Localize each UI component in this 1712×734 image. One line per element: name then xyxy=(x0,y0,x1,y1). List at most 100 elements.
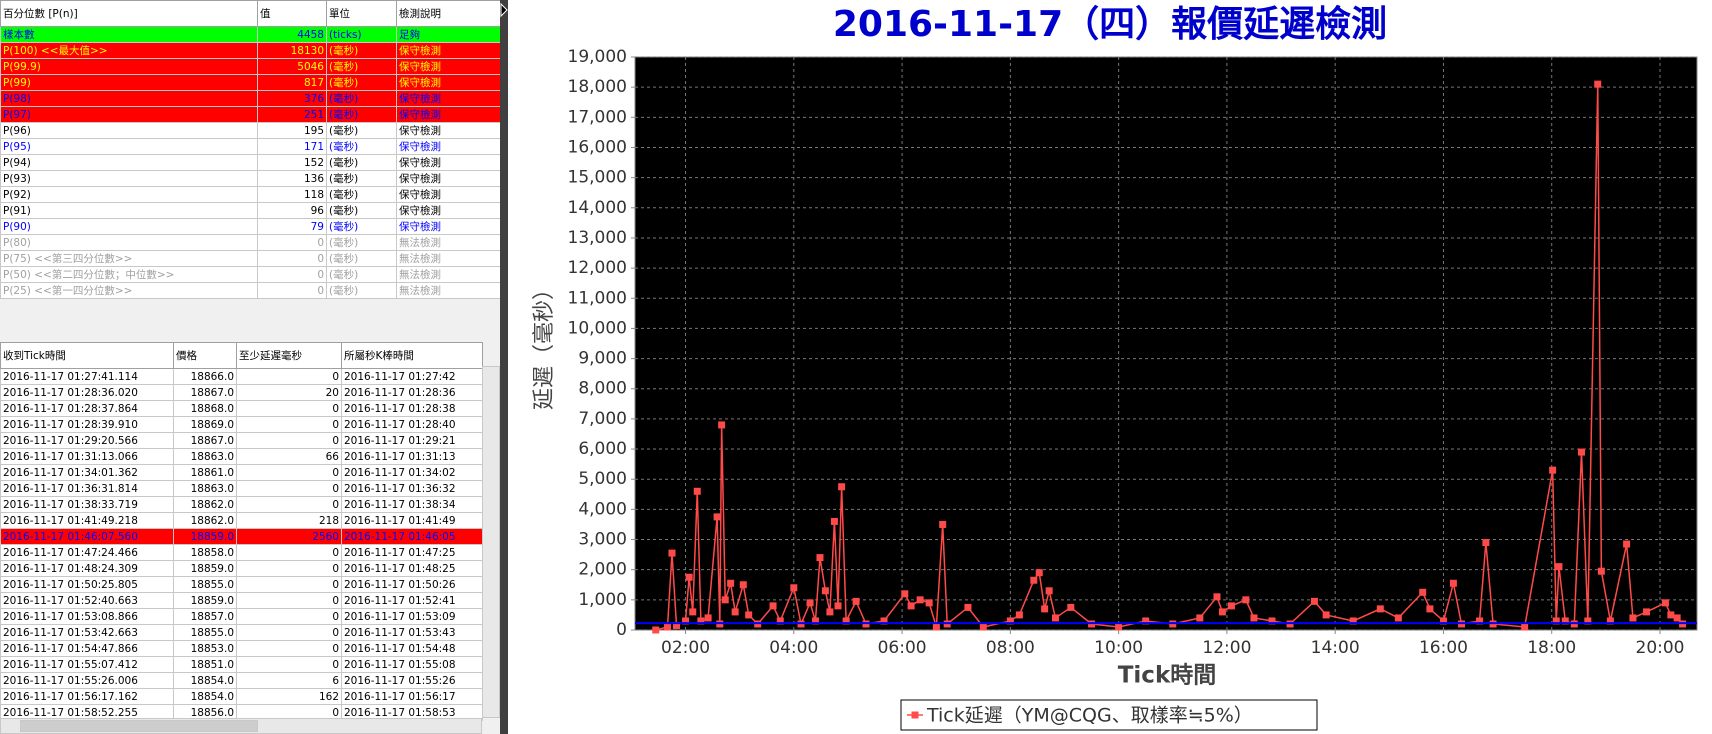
x-tick-label: 12:00 xyxy=(1202,638,1251,658)
y-tick-label: 19,000 xyxy=(568,47,627,67)
table-cell: 18854.0 xyxy=(173,672,237,689)
x-tick-label: 02:00 xyxy=(661,638,710,658)
data-point xyxy=(1667,611,1675,619)
table-cell: (毫秒) xyxy=(326,250,397,267)
table-cell: P(97) xyxy=(0,106,258,123)
scroll-thumb[interactable] xyxy=(20,720,258,732)
percentile-table: 百分位數 [P(n)] 值單位 檢測說明 樣本數 4458 (ticks) 足夠 P(100)… xyxy=(0,0,500,299)
table-cell: 0 xyxy=(236,560,342,577)
data-point xyxy=(663,623,671,631)
data-point xyxy=(1394,614,1402,622)
data-point xyxy=(713,513,721,521)
table-cell: P(95) xyxy=(0,138,258,155)
data-point xyxy=(811,617,819,625)
data-point xyxy=(979,623,987,631)
table-cell: 0 xyxy=(236,496,342,513)
table-cell: 0 xyxy=(236,640,342,657)
data-point xyxy=(1594,80,1602,88)
data-point xyxy=(731,608,739,616)
table-cell: 136 xyxy=(257,170,327,187)
table-row: 2016-11-17 01:50:25.805 18855.0 0 2016-11-1… xyxy=(0,576,483,593)
table-row: P(93) 136 (毫秒) 保守檢測 xyxy=(0,170,500,187)
table-cell: 2016-11-17 01:28:36 xyxy=(341,384,483,401)
table-cell: 2016-11-17 01:48:25 xyxy=(341,560,483,577)
table-cell: 18861.0 xyxy=(173,464,237,481)
data-point xyxy=(1213,593,1221,601)
data-point xyxy=(1376,605,1384,613)
data-point xyxy=(1015,611,1023,619)
table-cell: P(98) xyxy=(0,90,258,107)
data-point xyxy=(682,617,690,625)
table-row: 2016-11-17 01:31:13.066 18863.0 66 2016-11-… xyxy=(0,448,483,465)
table-cell: 251 xyxy=(257,106,327,123)
chart: 2016-11-17（四）報價延遲檢測 延遲（毫秒） Tick時間 0 1,000… xyxy=(532,3,1698,731)
data-point xyxy=(673,621,681,629)
data-point xyxy=(718,421,726,429)
data-point xyxy=(1242,596,1250,604)
table-row: P(25) <<第一四分位數>> 0 (毫秒) 無法檢測 xyxy=(0,282,500,299)
table-row: 2016-11-17 01:27:41.114 18866.0 0 2016-11-1… xyxy=(0,368,483,385)
table-cell: 樣本數 xyxy=(0,26,258,43)
table-cell: 2016-11-17 01:31:13.066 xyxy=(0,448,174,465)
table-cell: 2016-11-17 01:41:49 xyxy=(341,512,483,529)
table-cell: 0 xyxy=(257,282,327,299)
y-tick-label: 11,000 xyxy=(568,288,627,308)
y-tick-label: 0 xyxy=(616,620,627,640)
table-row: 2016-11-17 01:41:49.218 18862.0 218 2016-11… xyxy=(0,512,483,529)
data-point xyxy=(1439,617,1447,625)
table-cell: 0 xyxy=(236,432,342,449)
table-cell: P(90) xyxy=(0,218,258,235)
y-tick-label: 10,000 xyxy=(568,318,627,338)
data-point xyxy=(1051,614,1059,622)
data-point xyxy=(1673,614,1681,622)
table-row: 2016-11-17 01:58:52.255 18856.0 0 2016-11-1… xyxy=(0,704,483,721)
table-cell: 18853.0 xyxy=(173,640,237,657)
data-point xyxy=(727,579,735,587)
table-cell: 2016-11-17 01:56:17 xyxy=(341,688,483,705)
y-tick-label: 18,000 xyxy=(568,77,627,97)
table-cell: 2016-11-17 01:55:26.006 xyxy=(0,672,174,689)
table-row: P(100) <<最大值>> 18130 (毫秒) 保守檢測 xyxy=(0,42,500,59)
table-cell: 6 xyxy=(236,672,342,689)
table-row: 2016-11-17 01:46:07.560 18859.0 2560 2016-1… xyxy=(0,528,483,545)
data-point xyxy=(1552,617,1560,625)
table-row: 2016-11-17 01:48:24.309 18859.0 0 2016-11-1… xyxy=(0,560,483,577)
x-tick-label: 08:00 xyxy=(986,638,1035,658)
data-point xyxy=(1196,614,1204,622)
table-cell: 2016-11-17 01:28:37.864 xyxy=(0,400,174,417)
y-tick-label: 7,000 xyxy=(578,409,627,429)
table-cell: 2016-11-17 01:28:38 xyxy=(341,400,483,417)
table-cell: P(92) xyxy=(0,186,258,203)
y-tick-label: 8,000 xyxy=(578,379,627,399)
data-point xyxy=(1041,605,1049,613)
column-header: 所屬秒K棒時間 xyxy=(341,342,483,369)
table-cell: 保守檢測 xyxy=(396,42,500,59)
splitter[interactable] xyxy=(500,0,508,734)
y-tick-label: 9,000 xyxy=(578,349,627,369)
table-cell: 18862.0 xyxy=(173,512,237,529)
table-cell: 保守檢測 xyxy=(396,74,500,91)
table-row: P(99.9) 5046 (毫秒) 保守檢測 xyxy=(0,58,500,75)
table-cell: (毫秒) xyxy=(326,234,397,251)
data-point xyxy=(916,596,924,604)
data-point xyxy=(1623,540,1631,548)
table-cell: 2016-11-17 01:34:01.362 xyxy=(0,464,174,481)
data-point xyxy=(1629,614,1637,622)
table-cell: (毫秒) xyxy=(326,154,397,171)
y-tick-label: 12,000 xyxy=(568,258,627,278)
x-tick-label: 04:00 xyxy=(769,638,818,658)
table-cell: 保守檢測 xyxy=(396,170,500,187)
table-cell: 2016-11-17 01:56:17.162 xyxy=(0,688,174,705)
y-tick-label: 1,000 xyxy=(578,590,627,610)
table-cell: 18859.0 xyxy=(173,560,237,577)
x-tick-label: 14:00 xyxy=(1311,638,1360,658)
table-cell: (毫秒) xyxy=(326,202,397,219)
y-tick-label: 5,000 xyxy=(578,469,627,489)
table-cell: P(99) xyxy=(0,74,258,91)
table-row: P(92) 118 (毫秒) 保守檢測 xyxy=(0,186,500,203)
table-row: P(95) 171 (毫秒) 保守檢測 xyxy=(0,138,500,155)
table-cell: P(80) xyxy=(0,234,258,251)
vertical-scrollbar[interactable] xyxy=(482,366,500,718)
y-tick-label: 17,000 xyxy=(568,107,627,127)
